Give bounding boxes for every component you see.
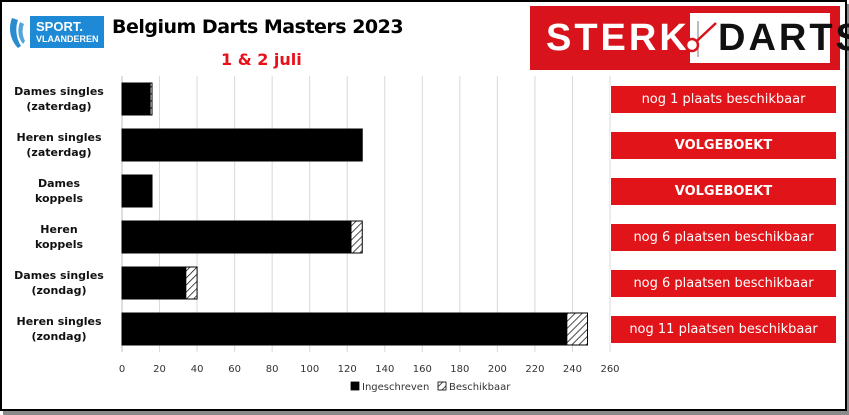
bar-beschikbaar	[185, 266, 198, 300]
legend-swatch	[437, 381, 447, 391]
category-label-line: koppels	[34, 238, 84, 251]
legend-label: Ingeschreven	[362, 382, 429, 393]
bar-beschikbaar	[149, 82, 153, 116]
bar-ingeschreven	[121, 312, 568, 346]
legend-label: Beschikbaar	[449, 382, 511, 393]
category-label-line: Dames singles	[14, 85, 104, 98]
poster-subtitle: 1 & 2 juli	[221, 50, 302, 69]
brand-left-text: STERK	[538, 13, 690, 63]
x-tick-label: 220	[525, 364, 544, 375]
category-label-line: Dames	[37, 177, 81, 190]
category-label-line: Heren singles	[16, 131, 102, 144]
registrations-bar-chart: 0 20 40 60 80 100 120 140 160 180 200 220 240 260 Ing…	[119, 76, 620, 393]
category-label: Dames koppels	[0, 176, 119, 206]
availability-status-badge: VOLGEBOEKT	[610, 131, 837, 160]
dart-icon	[683, 21, 717, 57]
category-label-line: koppels	[34, 192, 84, 205]
category-label: Heren singles (zondag)	[0, 314, 119, 344]
bar-beschikbaar	[566, 312, 588, 346]
availability-status-badge: nog 1 plaats beschikbaar	[610, 85, 837, 114]
category-label-line: Heren	[40, 223, 78, 236]
x-tick-label: 80	[266, 364, 279, 375]
x-tick-label: 260	[600, 364, 619, 375]
x-tick-label: 60	[228, 364, 241, 375]
bar-beschikbaar	[350, 220, 363, 254]
category-label-line: Dames singles	[14, 269, 104, 282]
availability-status-badge: nog 6 plaatsen beschikbaar	[610, 269, 837, 298]
x-tick-label: 20	[153, 364, 166, 375]
category-label-line: Heren singles	[16, 315, 102, 328]
x-tick-label: 140	[375, 364, 394, 375]
x-tick-label: 0	[119, 364, 125, 375]
x-tick-label: 40	[191, 364, 204, 375]
bar-ingeschreven	[121, 266, 187, 300]
sport-vlaanderen-logo: SPORT. VLAANDEREN	[6, 8, 106, 54]
bar-ingeschreven	[121, 174, 153, 208]
x-tick-label: 200	[488, 364, 507, 375]
category-label-line: (zaterdag)	[26, 146, 92, 159]
category-label: Dames singles (zondag)	[0, 268, 119, 298]
bar-ingeschreven	[121, 82, 151, 116]
legend-swatch	[350, 381, 360, 391]
bar-ingeschreven	[121, 128, 363, 162]
sterkdarts-logo: STERK DARTS	[530, 6, 849, 70]
category-label: Heren koppels	[0, 222, 119, 252]
category-label-line: (zondag)	[31, 284, 87, 297]
x-tick-label: 180	[450, 364, 469, 375]
availability-status-badge: nog 6 plaatsen beschikbaar	[610, 223, 837, 252]
x-tick-label: 240	[563, 364, 582, 375]
category-label: Dames singles (zaterdag)	[0, 84, 119, 114]
sponsor-logo-line2: VLAANDEREN	[36, 34, 99, 44]
availability-status-badge: nog 11 plaatsen beschikbaar	[610, 315, 837, 344]
x-tick-label: 160	[413, 364, 432, 375]
category-label-line: (zondag)	[31, 330, 87, 343]
sponsor-logo-line1: SPORT.	[36, 19, 83, 34]
x-tick-label: 100	[300, 364, 319, 375]
brand-right-text: DARTS	[718, 17, 849, 59]
x-tick-label: 120	[338, 364, 357, 375]
category-label: Heren singles (zaterdag)	[0, 130, 119, 160]
availability-status-badge: VOLGEBOEKT	[610, 177, 837, 206]
poster-title: Belgium Darts Masters 2023	[112, 16, 404, 38]
category-label-line: (zaterdag)	[26, 100, 92, 113]
bar-ingeschreven	[121, 220, 352, 254]
